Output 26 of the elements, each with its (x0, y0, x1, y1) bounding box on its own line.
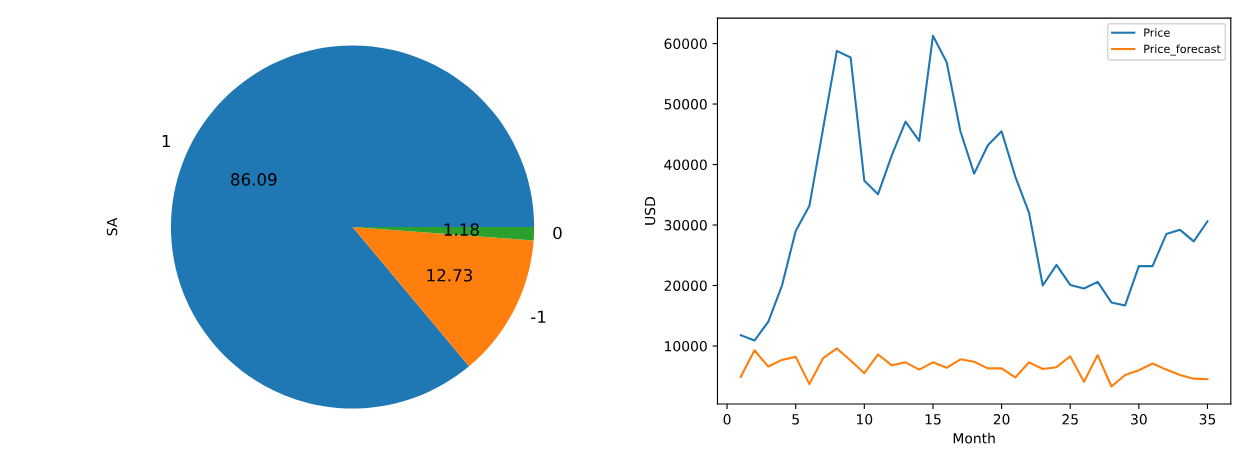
x-tick-label: 10 (857, 414, 873, 425)
data-label: 12.73 (427, 268, 473, 282)
data-label: 1.18 (444, 223, 479, 236)
line-series (739, 347, 1209, 388)
x-tick-label: 25 (1062, 414, 1078, 425)
legend-label: Price (1144, 28, 1170, 37)
y-axis-title: USD (644, 197, 656, 225)
slice-label: -1 (531, 310, 546, 323)
x-axis-title: Month (953, 432, 995, 444)
x-tick-label: 5 (792, 414, 799, 425)
data-label: 86.09 (231, 173, 277, 186)
y-tick-label: 20000 (664, 280, 707, 291)
x-tick-label: 20 (993, 414, 1010, 425)
legend-label: Price_forecast (1144, 44, 1221, 56)
x-tick-label: 35 (1199, 414, 1216, 425)
y-tick-label: 40000 (664, 159, 707, 171)
slice-label: 1 (162, 134, 171, 148)
x-tick-label: 15 (925, 414, 941, 425)
x-tick-label: 0 (723, 414, 731, 425)
text: SA (106, 217, 118, 236)
y-tick-label: 10000 (665, 340, 707, 352)
y-tick-label: 60000 (664, 38, 707, 50)
y-tick-label: 50000 (664, 99, 707, 110)
slice-label: 0 (553, 226, 562, 240)
y-tick-label: 30000 (664, 219, 707, 231)
x-tick-label: 30 (1131, 414, 1147, 425)
